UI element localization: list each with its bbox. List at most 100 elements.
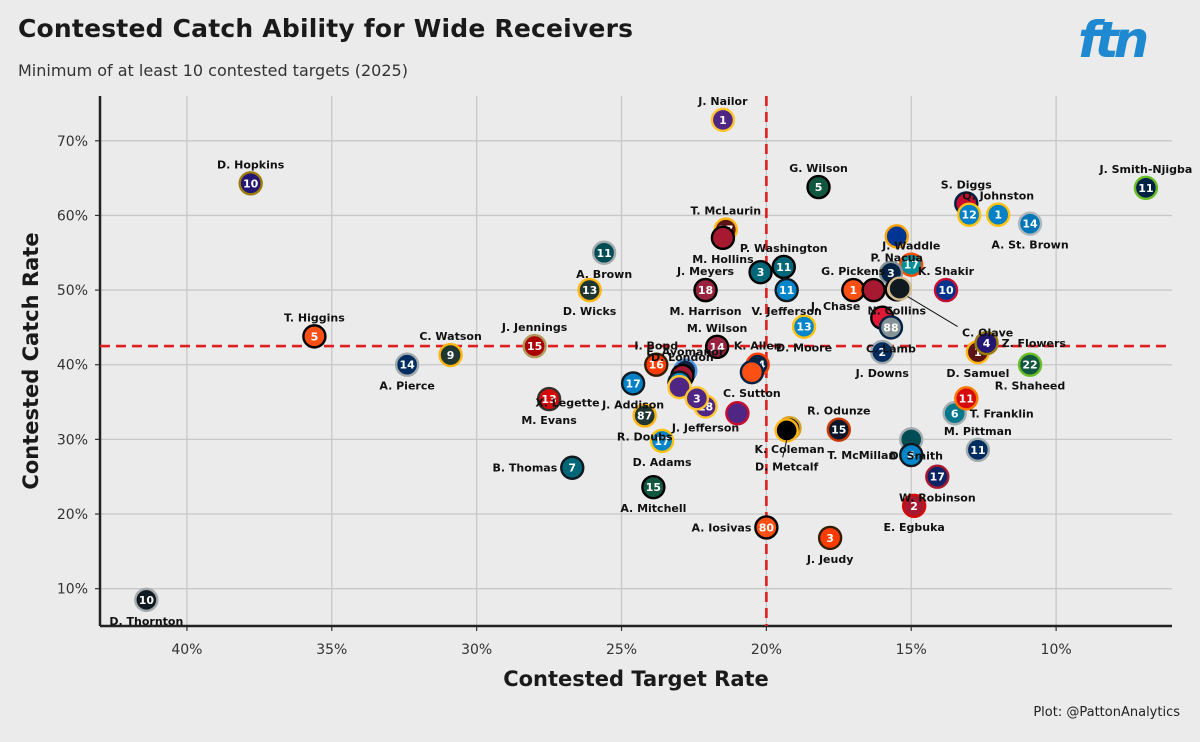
player-label: Z. Flowers: [1002, 337, 1067, 350]
point-marker: [826, 417, 852, 442]
player-label: R. Doubs: [617, 430, 673, 443]
player-label: J. Chase: [810, 300, 860, 313]
jersey-number: 3: [826, 532, 834, 545]
axes: [95, 96, 1172, 631]
jersey-number: 13: [541, 393, 556, 406]
player-label: K. Allen: [734, 340, 782, 353]
player-label: X. Legette: [535, 397, 599, 410]
reference-lines: [100, 96, 1172, 626]
point-marker: [710, 107, 736, 133]
point-marker: [667, 374, 692, 400]
player-label: T. McMillan: [827, 449, 896, 462]
jersey-number: 11: [970, 444, 985, 457]
point-marker: [649, 428, 675, 454]
point-marker: [870, 339, 895, 365]
player-label: P. Nacua: [871, 251, 923, 264]
jersey-number: 18: [698, 284, 713, 297]
point-marker: [438, 342, 463, 368]
player-point: 11: [771, 254, 796, 280]
player-label: K. Shakir: [918, 265, 975, 278]
player-point: [710, 225, 736, 251]
player-point: 10: [933, 277, 959, 303]
point-marker: [899, 442, 924, 468]
point-marker: [806, 174, 831, 200]
player-label: J. Nailor: [697, 95, 748, 108]
grid-lines: [100, 96, 1172, 626]
point-marker: [560, 455, 585, 480]
jersey-number: 9: [447, 349, 455, 362]
jersey-number: 6: [951, 407, 959, 420]
player-label: J. Waddle: [881, 240, 940, 253]
point-marker: [884, 224, 909, 249]
player-label: S. Diggs: [941, 178, 993, 191]
jersey-number: 13: [582, 284, 597, 297]
player-label: D. Metcalf: [755, 460, 819, 473]
player-point: 11: [1133, 175, 1159, 201]
point-marker: [725, 401, 750, 426]
player-point: 14: [394, 352, 420, 377]
point-marker: [134, 587, 159, 613]
player-point: 17: [649, 428, 675, 454]
chart-subtitle: Minimum of at least 10 contested targets…: [18, 61, 408, 80]
player-label: D. Samuel: [946, 367, 1009, 380]
jersey-number: 15: [527, 340, 542, 353]
player-label: D. Smith: [890, 449, 943, 462]
player-point: 13: [577, 277, 602, 303]
player-label: G. Pickens: [821, 265, 886, 278]
player-point: 11: [965, 437, 991, 463]
jersey-number: 11: [596, 247, 611, 260]
player-point: 4: [974, 330, 999, 356]
jersey-number: 11: [959, 392, 974, 405]
jersey-number: 2: [910, 500, 918, 513]
jersey-number: 10: [139, 594, 155, 607]
point-marker: [394, 352, 420, 377]
player-point: 2: [901, 493, 927, 519]
player-label: M. Hollins: [692, 253, 754, 266]
player-point: [774, 418, 799, 443]
player-label: A. Pierce: [379, 380, 434, 393]
ftn-logo: ftn: [1078, 11, 1149, 69]
x-tick-label: 30%: [461, 642, 492, 658]
jersey-number: 11: [776, 261, 791, 274]
player-point: [667, 374, 692, 400]
jersey-number: 11: [779, 284, 794, 297]
point-marker: [302, 324, 327, 349]
player-point: 3: [748, 259, 773, 285]
point-marker: [632, 403, 657, 428]
jersey-number: 1: [849, 284, 857, 297]
player-label: C. Watson: [419, 330, 481, 343]
player-label: T. Franklin: [970, 407, 1034, 420]
player-label: A. Brown: [576, 268, 632, 281]
y-tick-label: 10%: [57, 582, 88, 598]
player-label: T. Higgins: [284, 311, 345, 324]
player-label: D. Thornton: [109, 615, 183, 628]
player-point: 17: [620, 371, 646, 396]
x-tick-label: 25%: [606, 642, 637, 658]
point-marker: [641, 474, 666, 500]
jersey-number: 10: [938, 284, 954, 297]
jersey-number: 22: [1022, 359, 1037, 372]
jersey-number: 80: [759, 521, 775, 534]
point-marker: [684, 386, 710, 411]
player-point: 11: [774, 277, 799, 303]
player-label: J. Addison: [601, 398, 664, 411]
player-label: C. Lamb: [866, 342, 916, 355]
jersey-number: 4: [907, 449, 915, 462]
player-point: 88: [878, 315, 904, 340]
player-label: J. Meyers: [676, 265, 735, 278]
player-label: D. Adams: [633, 456, 692, 469]
jersey-number: 15: [831, 424, 846, 437]
point-marker: [965, 437, 991, 463]
player-point: 80: [754, 515, 779, 540]
y-tick-label: 40%: [57, 358, 88, 374]
point-marker: [774, 418, 799, 443]
chart-title: Contested Catch Ability for Wide Receive…: [18, 14, 634, 43]
player-point: 1: [710, 107, 736, 133]
player-point: 13: [536, 386, 562, 412]
jersey-number: 2: [878, 346, 886, 359]
player-label: R. Odunze: [807, 405, 870, 418]
jersey-number: 14: [709, 341, 725, 354]
point-marker: [693, 277, 718, 303]
player-point: 18: [693, 277, 718, 303]
